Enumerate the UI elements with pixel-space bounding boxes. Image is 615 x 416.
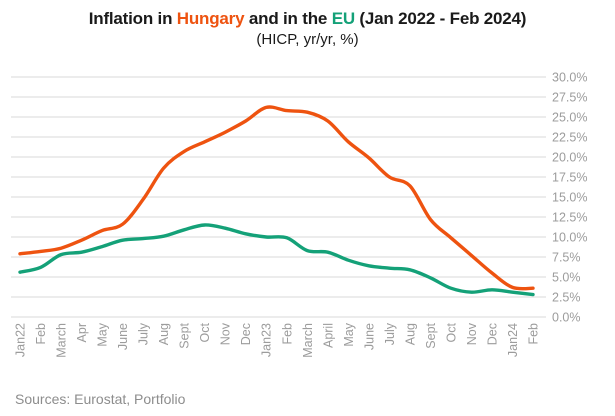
x-tick-label: July (137, 322, 151, 345)
y-tick-label: 7.5% (552, 251, 581, 265)
x-tick-label: March (301, 323, 315, 358)
y-tick-label: 5.0% (552, 271, 581, 285)
x-tick-label: Feb (527, 323, 541, 345)
x-tick-label: Sept (178, 322, 192, 348)
x-tick-label: Aug (157, 323, 171, 345)
title-eu: EU (331, 9, 355, 28)
x-tick-label: Apr (75, 323, 89, 342)
chart-subtitle: (HICP, yr/yr, %) (256, 31, 359, 48)
title-hungary: Hungary (176, 9, 245, 28)
source-note: Sources: Eurostat, Portfolio (15, 391, 186, 407)
x-tick-label: Jan23 (260, 323, 274, 357)
y-tick-label: 12.5% (552, 211, 587, 225)
y-tick-label: 0.0% (552, 311, 581, 325)
y-tick-label: 30.0% (552, 71, 587, 85)
y-tick-label: 10.0% (552, 231, 587, 245)
x-tick-label: Nov (465, 322, 479, 345)
x-tick-label: Sept (424, 322, 438, 348)
chart-title: Inflation in Hungary and in the EU (Jan … (0, 9, 615, 29)
x-tick-label: Oct (444, 322, 458, 342)
x-tick-label: Aug (403, 323, 417, 345)
y-tick-label: 20.0% (552, 151, 587, 165)
x-tick-label: Dec (485, 323, 499, 345)
x-tick-label: July (383, 322, 397, 345)
x-tick-label: Dec (239, 323, 253, 345)
title-part3: (Jan 2022 - Feb 2024) (354, 9, 527, 28)
x-tick-label: May (96, 322, 110, 346)
x-tick-label: Jan24 (506, 323, 520, 357)
title-part1: Inflation in (88, 9, 177, 28)
x-tick-label: Jan22 (14, 323, 28, 357)
x-tick-label: May (342, 322, 356, 346)
inflation-line-chart: 0.0% 2.5% 5.0% 7.5% 10.0% 12.5% 15.0% 17.5% 20.0… (11, 71, 587, 358)
x-tick-label: June (362, 323, 376, 350)
x-tick-label: Oct (198, 322, 212, 342)
x-tick-label: June (116, 323, 130, 350)
series-line-eu (18, 223, 535, 297)
y-tick-label: 22.5% (552, 131, 587, 145)
y-tick-label: 15.0% (552, 191, 587, 205)
title-part2: and in the (244, 9, 332, 28)
x-tick-label: Feb (280, 323, 294, 345)
x-tick-label: April (321, 323, 335, 348)
y-tick-label: 25.0% (552, 111, 587, 125)
series-line-hungary (18, 105, 535, 291)
x-tick-label: March (55, 323, 69, 358)
x-tick-label: Feb (34, 323, 48, 345)
y-tick-label: 17.5% (552, 171, 587, 185)
x-tick-label: Nov (219, 322, 233, 345)
y-tick-label: 2.5% (552, 291, 581, 305)
y-tick-label: 27.5% (552, 91, 587, 105)
